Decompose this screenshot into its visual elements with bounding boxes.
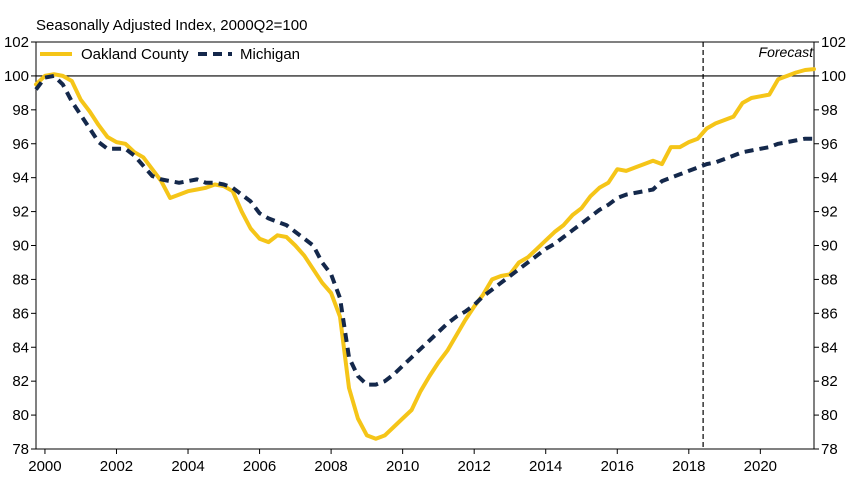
x-tick-label: 2000 bbox=[28, 458, 61, 475]
series-line-michigan bbox=[34, 73, 814, 387]
x-tick-label: 2004 bbox=[171, 458, 204, 475]
legend: Oakland County Michigan bbox=[40, 46, 300, 63]
legend-label-michigan: Michigan bbox=[240, 46, 300, 63]
y-tick-label-right: 100 bbox=[821, 68, 846, 85]
y-tick-label-left: 82 bbox=[12, 373, 29, 390]
chart-title: Seasonally Adjusted Index, 2000Q2=100 bbox=[36, 17, 307, 34]
y-tick-label-left: 92 bbox=[12, 204, 29, 221]
x-tick-label: 2010 bbox=[386, 458, 419, 475]
y-tick-label-right: 102 bbox=[821, 34, 846, 51]
y-tick-label-right: 98 bbox=[821, 102, 838, 119]
legend-label-oakland: Oakland County bbox=[81, 46, 189, 63]
y-tick-label-right: 94 bbox=[821, 170, 838, 187]
x-tick-label: 2020 bbox=[744, 458, 777, 475]
x-tick-label: 2014 bbox=[529, 458, 562, 475]
y-tick-label-left: 86 bbox=[12, 305, 29, 322]
x-tick-label: 2016 bbox=[601, 458, 634, 475]
y-tick-label-left: 94 bbox=[12, 170, 29, 187]
y-tick-label-left: 96 bbox=[12, 136, 29, 153]
y-tick-label-left: 88 bbox=[12, 271, 29, 288]
y-tick-label-left: 102 bbox=[4, 34, 29, 51]
plot-frame bbox=[35, 41, 815, 450]
x-tick-label: 2002 bbox=[100, 458, 133, 475]
y-tick-label-right: 82 bbox=[821, 373, 838, 390]
y-tick-label-left: 98 bbox=[12, 102, 29, 119]
x-tick-label: 2008 bbox=[314, 458, 347, 475]
y-tick-label-left: 78 bbox=[12, 441, 29, 458]
series-line-oakland bbox=[34, 67, 816, 441]
y-tick-label-left: 90 bbox=[12, 238, 29, 255]
x-tick-label: 2006 bbox=[243, 458, 276, 475]
x-tick-label: 2012 bbox=[457, 458, 490, 475]
y-tick-label-left: 100 bbox=[4, 68, 29, 85]
y-tick-label-right: 88 bbox=[821, 271, 838, 288]
y-tick-label-right: 90 bbox=[821, 238, 838, 255]
y-tick-label-right: 86 bbox=[821, 305, 838, 322]
x-tick-label: 2018 bbox=[672, 458, 705, 475]
y-tick-label-right: 96 bbox=[821, 136, 838, 153]
y-tick-label-right: 84 bbox=[821, 339, 838, 356]
forecast-annotation: Forecast bbox=[759, 44, 815, 60]
y-tick-label-right: 80 bbox=[821, 407, 838, 424]
y-tick-label-right: 78 bbox=[821, 441, 838, 458]
y-tick-label-left: 84 bbox=[12, 339, 29, 356]
y-tick-label-right: 92 bbox=[821, 204, 838, 221]
y-tick-label-left: 80 bbox=[12, 407, 29, 424]
